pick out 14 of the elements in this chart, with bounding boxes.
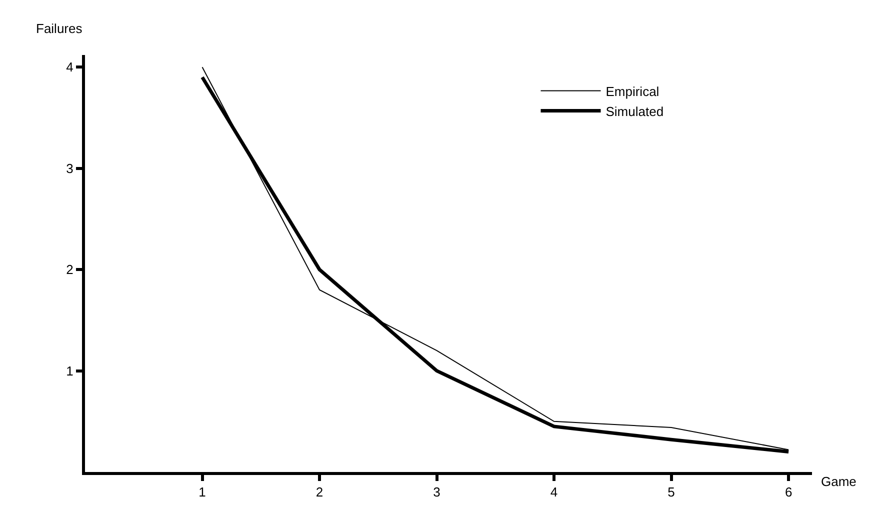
x-tick-label: 3	[433, 484, 440, 500]
x-axis-title: Game	[821, 474, 856, 489]
y-axis-title: Failures	[36, 21, 83, 36]
x-tick-label: 6	[784, 484, 792, 500]
y-tick-label: 2	[66, 262, 74, 278]
legend-label: Simulated	[606, 104, 664, 119]
x-tick-label: 2	[316, 484, 324, 500]
y-tick-label: 4	[66, 60, 74, 75]
legend-label: Empirical	[606, 84, 660, 99]
y-tick-label: 3	[66, 160, 74, 176]
x-tick-label: 4	[550, 484, 558, 500]
x-tick-label: 5	[668, 484, 675, 500]
x-tick-label: 1	[198, 484, 206, 500]
y-tick-label: 1	[66, 363, 74, 378]
